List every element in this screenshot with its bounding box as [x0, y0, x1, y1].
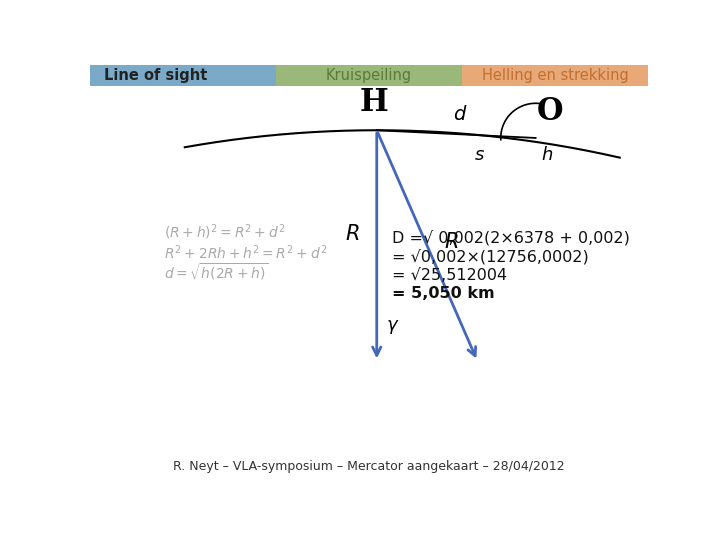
Text: = √0,002×(12756,0002): = √0,002×(12756,0002)	[392, 249, 589, 264]
Text: R. Neyt – VLA-symposium – Mercator aangekaart – 28/04/2012: R. Neyt – VLA-symposium – Mercator aange…	[174, 460, 564, 473]
Text: Helling en strekking: Helling en strekking	[482, 68, 629, 83]
Text: $s$: $s$	[474, 146, 485, 164]
Text: $R$: $R$	[444, 232, 459, 252]
Text: $d$: $d$	[453, 105, 467, 124]
Text: $d = \sqrt{h(2R + h)}$: $d = \sqrt{h(2R + h)}$	[163, 262, 269, 284]
Text: O: O	[536, 96, 563, 127]
Text: $h$: $h$	[541, 146, 554, 164]
Text: D =√ 0,002(2×6378 + 0,002): D =√ 0,002(2×6378 + 0,002)	[392, 230, 630, 246]
Bar	[276, 65, 462, 86]
Text: Line of sight: Line of sight	[104, 68, 207, 83]
Text: = 5,050 km: = 5,050 km	[392, 286, 495, 301]
Text: = √25,512004: = √25,512004	[392, 267, 508, 282]
Text: $\gamma$: $\gamma$	[386, 318, 400, 335]
Text: Kruispeiling: Kruispeiling	[326, 68, 412, 83]
Bar	[462, 65, 648, 86]
Text: $R$: $R$	[345, 224, 360, 244]
Bar	[90, 65, 276, 86]
Text: H: H	[360, 87, 389, 118]
Text: $R^2 + 2Rh + h^2 = R^2 + d^2$: $R^2 + 2Rh + h^2 = R^2 + d^2$	[163, 244, 327, 262]
Text: $(R + h)^2 = R^2 + d^2$: $(R + h)^2 = R^2 + d^2$	[163, 223, 285, 242]
